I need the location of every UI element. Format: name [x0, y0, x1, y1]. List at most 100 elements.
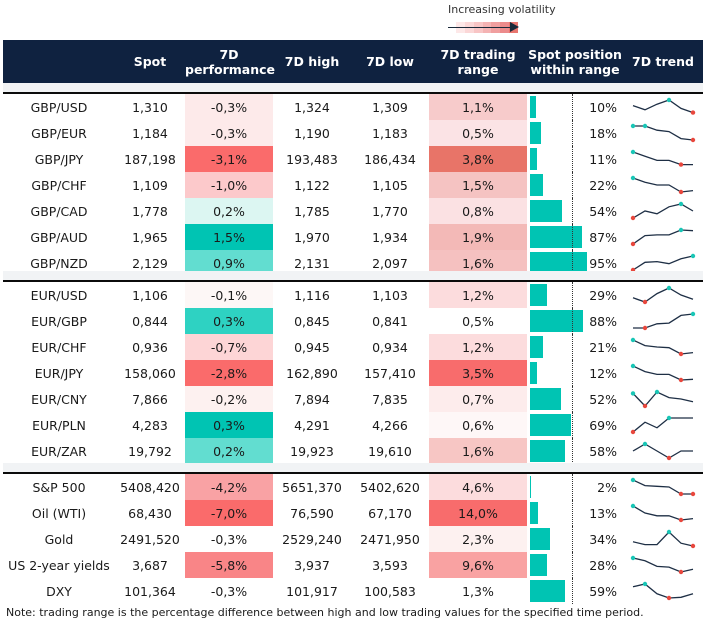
table-row: US 2-year yields 3,687 -5,8% 3,937 3,593 9,6%… — [3, 552, 703, 578]
high-value: 5651,370 — [282, 479, 342, 495]
spot-position-cell: 34% — [527, 526, 623, 552]
volatility-legend: Increasing volatility — [448, 3, 568, 33]
table-row: EUR/ZAR 19,792 0,2% 19,923 19,610 1,6% 58% — [3, 438, 703, 464]
trading-range-value: 3,5% — [429, 360, 527, 386]
group-spacer — [3, 271, 703, 280]
low-value: 0,934 — [372, 339, 408, 355]
performance-value: -5,8% — [185, 552, 273, 578]
position-bar — [530, 148, 537, 170]
low-value: 0,841 — [372, 313, 408, 329]
low-value: 3,593 — [372, 557, 408, 573]
table-row: EUR/PLN 4,283 0,3% 4,291 4,266 0,6% 69% — [3, 412, 703, 438]
sparkline-high-marker — [666, 529, 672, 535]
sparkline-high-marker — [666, 415, 672, 421]
group-spacer — [3, 83, 703, 92]
trend-cell — [623, 578, 703, 604]
sparkline-low-marker — [690, 110, 696, 115]
trend-cell — [623, 386, 703, 412]
sparkline-low-marker — [678, 189, 684, 195]
high-value: 76,590 — [290, 505, 334, 521]
table-row: GBP/EUR 1,184 -0,3% 1,190 1,183 0,5% 18% — [3, 120, 703, 146]
low-value: 7,835 — [372, 391, 408, 407]
low-value: 1,309 — [372, 99, 408, 115]
position-percent: 34% — [589, 531, 617, 547]
position-percent: 88% — [589, 313, 617, 329]
trend-cell — [623, 146, 703, 172]
high-value: 1,116 — [294, 287, 330, 303]
sparkline-line — [633, 125, 694, 141]
header-perf-line2: performance — [185, 61, 276, 77]
sparkline-line — [632, 339, 694, 355]
spot-position-cell: 52% — [527, 386, 623, 412]
performance-value: -7,0% — [185, 500, 273, 526]
sparkline-line — [632, 443, 693, 459]
table-row: GBP/CAD 1,778 0,2% 1,785 1,770 0,8% 54% — [3, 198, 703, 224]
position-percent: 69% — [589, 417, 617, 433]
position-bar — [530, 310, 583, 332]
sparkline-line — [632, 255, 694, 271]
header-7d-low: 7D low — [366, 54, 414, 69]
table-group: S&P 500 5408,420 -4,2% 5651,370 5402,620 4,6%… — [3, 472, 703, 604]
sparkline-low-marker — [678, 162, 684, 167]
trading-range-value: 14,0% — [429, 500, 527, 526]
trading-range-value: 1,6% — [429, 438, 527, 464]
position-percent: 95% — [589, 255, 617, 271]
midpoint-line — [572, 474, 573, 500]
spot-value: 101,364 — [124, 583, 176, 599]
trend-cell — [623, 308, 703, 334]
sparkline-high-marker — [630, 477, 636, 483]
sparkline-line — [632, 531, 694, 547]
sparkline-high-marker — [642, 441, 648, 447]
trend-cell — [623, 282, 703, 308]
instrument-name: DXY — [46, 583, 72, 599]
trend-cell — [623, 552, 703, 578]
position-percent: 12% — [589, 365, 617, 381]
arrow-line — [448, 27, 512, 28]
spot-value: 4,283 — [132, 417, 168, 433]
midpoint-line — [572, 552, 573, 578]
spot-value: 3,687 — [132, 557, 168, 573]
spot-value: 1,106 — [132, 287, 168, 303]
spot-value: 0,844 — [132, 313, 168, 329]
table-row: GBP/NZD 2,129 0,9% 2,131 2,097 1,6% 95% — [3, 250, 703, 276]
performance-value: -0,1% — [185, 282, 273, 308]
midpoint-line — [572, 500, 573, 526]
instrument-name: GBP/USD — [30, 99, 88, 115]
performance-value: 1,5% — [185, 224, 273, 250]
spot-value: 5408,420 — [120, 479, 180, 495]
performance-value: -1,0% — [185, 172, 273, 198]
trading-range-value: 0,8% — [429, 198, 527, 224]
low-value: 67,170 — [368, 505, 412, 521]
table-row: EUR/CNY 7,866 -0,2% 7,894 7,835 0,7% 52% — [3, 386, 703, 412]
table-row: GBP/AUD 1,965 1,5% 1,970 1,934 1,9% 87% — [3, 224, 703, 250]
header-7d-high: 7D high — [284, 54, 340, 69]
midpoint-line — [572, 412, 573, 438]
table-row: GBP/USD 1,310 -0,3% 1,324 1,309 1,1% 10% — [3, 94, 703, 120]
sparkline — [630, 503, 694, 523]
spot-value: 1,310 — [132, 99, 168, 115]
position-bar — [530, 388, 562, 410]
instrument-name: GBP/CAD — [30, 203, 88, 219]
midpoint-line — [572, 578, 573, 604]
position-bar — [530, 580, 566, 602]
sparkline-high-marker — [642, 581, 648, 587]
instrument-name: GBP/NZD — [30, 255, 88, 271]
spot-value: 0,936 — [132, 339, 168, 355]
trading-range-value: 0,5% — [429, 120, 527, 146]
sparkline-high-marker — [642, 123, 648, 129]
sparkline-low-marker — [678, 377, 684, 383]
arrow-right-icon — [510, 22, 519, 32]
position-bar — [530, 226, 583, 248]
high-value: 2,131 — [294, 255, 330, 271]
sparkline — [630, 123, 696, 143]
sparkline — [630, 389, 694, 409]
trading-range-value: 1,9% — [429, 224, 527, 250]
instrument-name: US 2-year yields — [8, 557, 110, 573]
spot-position-cell: 12% — [527, 360, 623, 386]
table-row: EUR/JPY 158,060 -2,8% 162,890 157,410 3,5% 12% — [3, 360, 703, 386]
spot-position-cell: 54% — [527, 198, 623, 224]
sparkline-low-marker — [666, 595, 672, 601]
instrument-name: GBP/EUR — [31, 125, 87, 141]
position-percent: 22% — [589, 177, 617, 193]
position-percent: 11% — [589, 151, 617, 167]
